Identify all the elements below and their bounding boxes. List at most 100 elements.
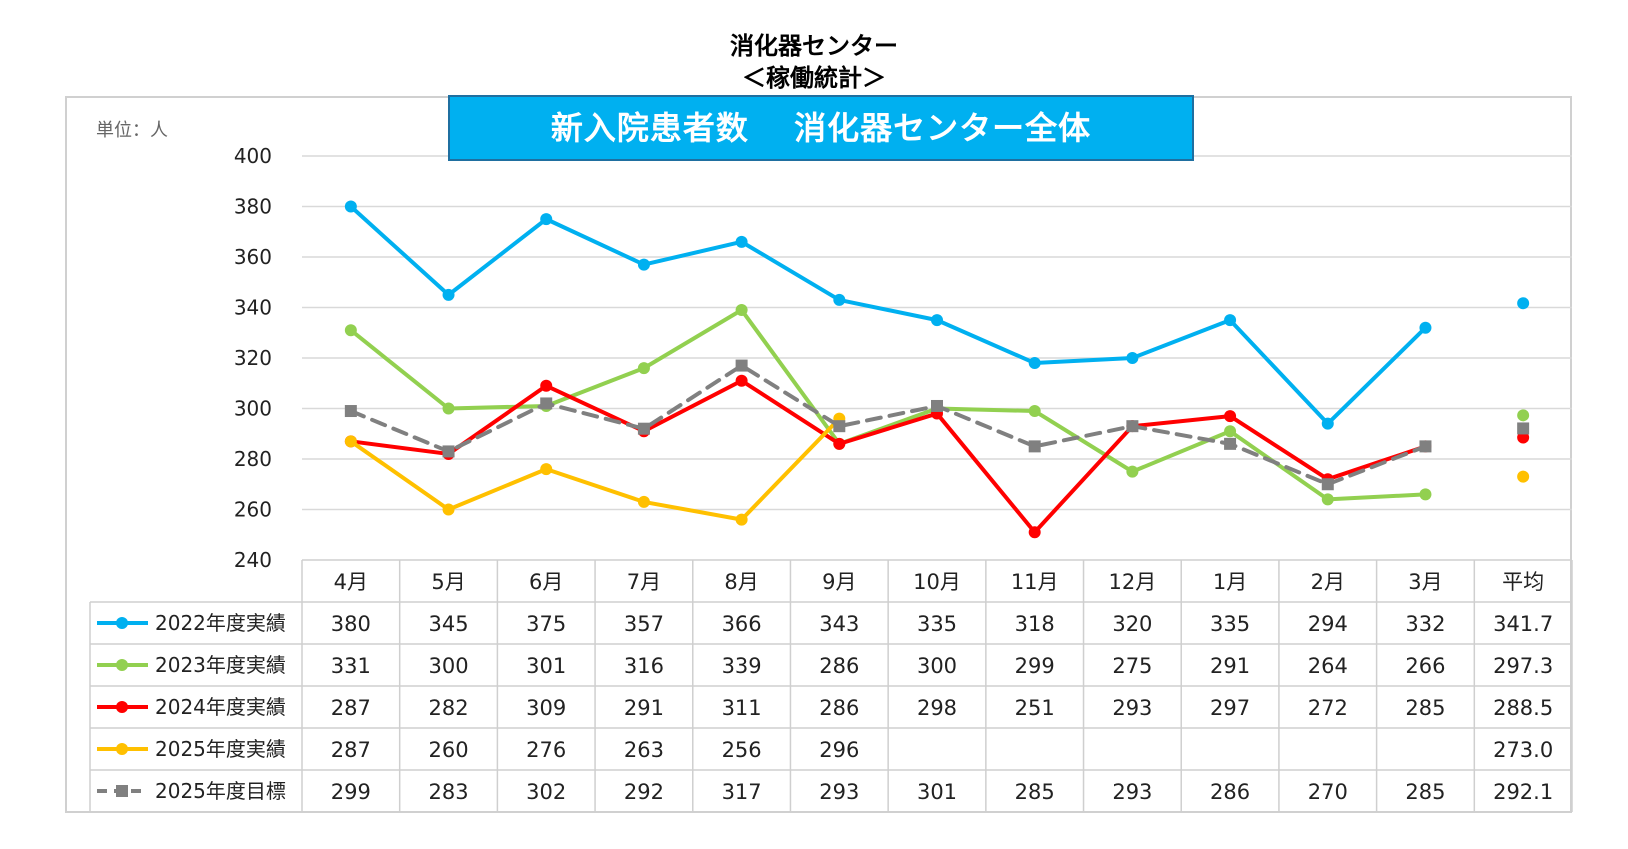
data-point <box>833 420 846 433</box>
chart-title-line-2: ＜稼働統計＞ <box>742 64 886 92</box>
category-label: 2月 <box>1311 570 1345 594</box>
table-cell: 298 <box>917 696 957 720</box>
table-cell: 335 <box>1210 612 1250 636</box>
category-label: 6月 <box>529 570 563 594</box>
table-cell: 345 <box>428 612 468 636</box>
data-point <box>344 405 357 418</box>
data-point <box>344 324 357 337</box>
data-point <box>1028 440 1041 453</box>
table-cell: 291 <box>624 696 664 720</box>
table-cell: 293 <box>819 780 859 804</box>
data-point <box>1419 321 1432 334</box>
table-cell: 287 <box>331 696 371 720</box>
table-average-cell: 288.5 <box>1493 696 1553 720</box>
data-point <box>1321 478 1334 491</box>
data-point <box>735 374 748 387</box>
chart-frame <box>65 96 1572 813</box>
chart-title-line-1: 消化器センター <box>730 32 898 60</box>
data-point <box>1224 314 1237 327</box>
series-line <box>348 378 1428 535</box>
table-cell: 317 <box>722 780 762 804</box>
table-average-cell: 341.7 <box>1493 612 1553 636</box>
data-point <box>1028 405 1041 418</box>
series-line <box>348 363 1428 487</box>
average-point <box>1517 297 1530 310</box>
legend-label: 2025年度実績 <box>155 737 286 761</box>
table-cell: 311 <box>722 696 762 720</box>
table-cell: 357 <box>624 612 664 636</box>
legend-label: 2023年度実績 <box>155 653 286 677</box>
average-point <box>1517 470 1530 483</box>
legend-key-marker <box>116 785 128 797</box>
table-cell: 300 <box>917 654 957 678</box>
category-label: 5月 <box>431 570 465 594</box>
data-point <box>1224 425 1237 438</box>
y-tick-label: 260 <box>234 498 272 522</box>
table-cell: 293 <box>1112 696 1152 720</box>
table-cell: 332 <box>1405 612 1445 636</box>
data-point <box>735 235 748 248</box>
table-cell: 287 <box>331 738 371 762</box>
series-line <box>348 204 1428 426</box>
table-cell: 251 <box>1015 696 1055 720</box>
table-cell: 291 <box>1210 654 1250 678</box>
table-cell: 275 <box>1112 654 1152 678</box>
data-point <box>442 288 455 301</box>
table-cell: 285 <box>1405 696 1445 720</box>
table-cell: 331 <box>331 654 371 678</box>
table-cell: 282 <box>428 696 468 720</box>
y-tick-label: 320 <box>234 346 272 370</box>
data-point <box>637 422 650 435</box>
data-point <box>540 463 553 476</box>
data-point <box>833 293 846 306</box>
table-cell: 276 <box>526 738 566 762</box>
table-cell: 285 <box>1405 780 1445 804</box>
data-point <box>1419 440 1432 453</box>
data-point <box>1224 410 1237 423</box>
data-point <box>1321 493 1334 506</box>
category-label: 12月 <box>1109 570 1157 594</box>
table-cell: 285 <box>1015 780 1055 804</box>
data-point <box>540 397 553 410</box>
data-point <box>1028 526 1041 539</box>
chart-banner: 新入院患者数 消化器センター全体 <box>448 95 1194 161</box>
table-cell: 293 <box>1112 780 1152 804</box>
data-point <box>833 437 846 450</box>
table-cell: 335 <box>917 612 957 636</box>
average-point <box>1517 409 1530 422</box>
unit-label: 単位：人 <box>96 120 168 141</box>
table-average-cell: 273.0 <box>1493 738 1553 762</box>
data-point <box>735 359 748 372</box>
table-cell: 283 <box>428 780 468 804</box>
series-line <box>348 416 842 522</box>
y-tick-label: 340 <box>234 296 272 320</box>
table-cell: 301 <box>526 654 566 678</box>
category-label: 4月 <box>334 570 368 594</box>
y-tick-label: 300 <box>234 397 272 421</box>
table-cell: 286 <box>819 696 859 720</box>
legend-key-marker <box>116 617 128 629</box>
table-cell: 339 <box>722 654 762 678</box>
category-label: 7月 <box>627 570 661 594</box>
legend-key-marker <box>116 701 128 713</box>
legend-key-marker <box>116 743 128 755</box>
data-point <box>1419 488 1432 501</box>
y-tick-label: 360 <box>234 245 272 269</box>
data-point <box>540 379 553 392</box>
data-point <box>637 362 650 375</box>
y-tick-label: 380 <box>234 195 272 219</box>
table-cell: 263 <box>624 738 664 762</box>
table-cell: 264 <box>1308 654 1348 678</box>
series-line <box>348 308 1428 502</box>
table-average-cell: 297.3 <box>1493 654 1553 678</box>
legend-label: 2024年度実績 <box>155 695 286 719</box>
table-cell: 343 <box>819 612 859 636</box>
data-point <box>735 513 748 526</box>
table-cell: 318 <box>1015 612 1055 636</box>
data-point <box>1126 465 1139 478</box>
category-label: 8月 <box>724 570 758 594</box>
data-point <box>1028 357 1041 370</box>
table-cell: 301 <box>917 780 957 804</box>
data-point <box>931 314 943 327</box>
